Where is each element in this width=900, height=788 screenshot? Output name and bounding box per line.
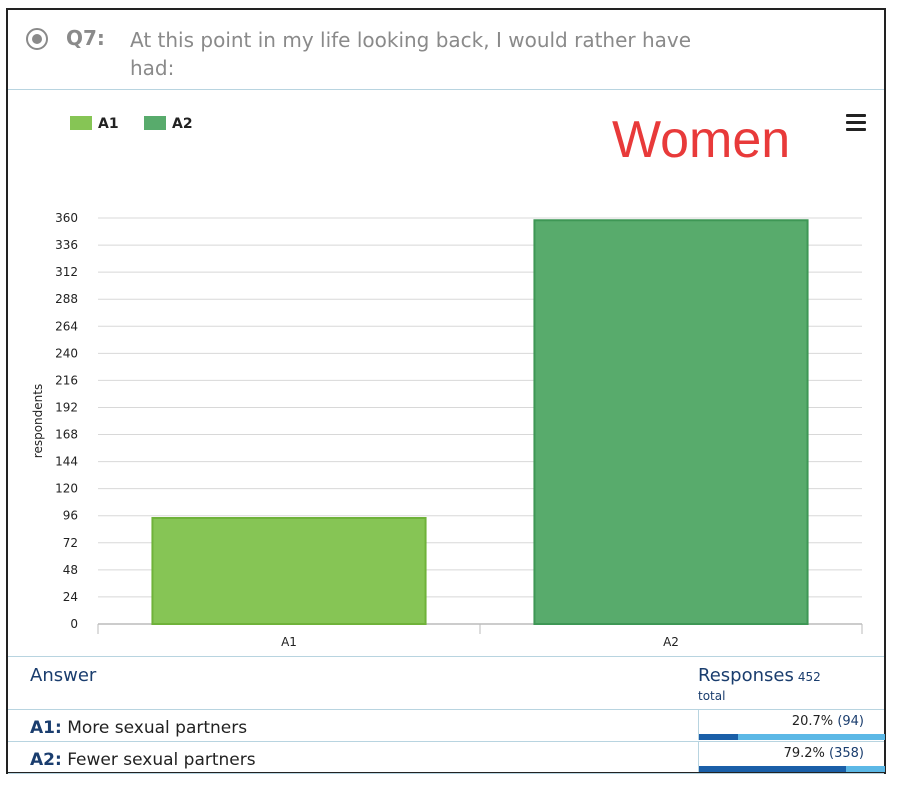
y-tick-label: 336 — [55, 238, 78, 252]
overlay-label: Women — [612, 111, 791, 169]
table-row: A1: More sexual partners 20.7% (94) — [8, 710, 885, 742]
y-axis-label: respondents — [31, 384, 45, 458]
y-tick-label: 264 — [55, 319, 78, 333]
response-bar-track — [699, 734, 885, 740]
y-tick-label: 96 — [63, 509, 78, 523]
legend-label-a2: A2 — [172, 116, 193, 132]
legend-swatch-a1 — [70, 116, 92, 130]
question-text: At this point in my life looking back, I… — [130, 28, 692, 80]
response-bar-track — [699, 766, 885, 772]
question-number: Q7: — [66, 26, 105, 50]
y-tick-label: 144 — [55, 455, 78, 469]
bar-chart: 0 24 48 72 96 120 144 168 192 216 240 264 288 312 336 3… — [31, 211, 863, 649]
legend-swatch-a2 — [144, 116, 166, 130]
y-tick-label: 120 — [55, 482, 78, 496]
y-tick-label: 288 — [55, 292, 78, 306]
response-count: (94) — [837, 714, 864, 729]
y-tick-label: 48 — [63, 563, 78, 577]
y-tick-label: 168 — [55, 428, 78, 442]
total-label: total — [698, 689, 726, 703]
response-bar-fill — [699, 734, 738, 740]
total-responses-count: 452 — [797, 670, 821, 684]
y-tick-label: 24 — [63, 590, 78, 604]
legend-item-a1[interactable]: A1 — [70, 116, 119, 132]
answer-label: A2: Fewer sexual partners — [30, 750, 256, 770]
bar-a2 — [533, 219, 809, 625]
menu-icon[interactable] — [846, 114, 866, 131]
legend-item-a2[interactable]: A2 — [144, 116, 193, 132]
radio-button-icon[interactable] — [26, 28, 48, 50]
responses-header-label: Responses — [698, 665, 794, 686]
answer-column-header: Answer — [30, 665, 97, 686]
y-tick-label: 240 — [55, 346, 78, 360]
answer-label: A1: More sexual partners — [30, 718, 247, 738]
question-panel: Q7: At this point in my life looking bac… — [6, 8, 886, 774]
response-cell: 79.2% (358) — [698, 742, 885, 772]
answer-code: A2: — [30, 750, 62, 770]
y-tick-label: 360 — [55, 211, 78, 225]
y-tick-label: 72 — [63, 536, 78, 550]
legend-label-a1: A1 — [98, 116, 119, 132]
question-header: Q7: At this point in my life looking bac… — [8, 10, 884, 90]
table-row: A2: Fewer sexual partners 79.2% (358) — [8, 742, 885, 774]
chart-area: 0 24 48 72 96 120 144 168 192 216 240 264 288 312 336 3… — [8, 92, 884, 656]
x-tick-label: A2 — [663, 635, 679, 649]
response-cell: 20.7% (94) — [698, 710, 885, 740]
table-header: Answer Responses 452 total — [8, 656, 884, 710]
response-percent: 20.7% — [791, 714, 834, 729]
response-bar-fill — [699, 766, 847, 772]
responses-column-header: Responses 452 — [698, 665, 821, 686]
response-count: (358) — [829, 746, 864, 761]
bar-a1 — [151, 516, 427, 625]
answer-text: Fewer sexual partners — [67, 750, 256, 770]
y-tick-label: 312 — [55, 265, 78, 279]
answer-text: More sexual partners — [67, 718, 248, 738]
y-tick-label: 216 — [55, 373, 78, 387]
answer-code: A1: — [30, 718, 62, 738]
y-tick-label: 192 — [55, 400, 78, 414]
response-value: 79.2% (358) — [784, 746, 864, 761]
response-value: 20.7% (94) — [792, 714, 864, 729]
y-tick-label: 0 — [70, 617, 78, 631]
response-percent: 79.2% — [783, 746, 825, 761]
x-tick-label: A1 — [281, 635, 297, 649]
